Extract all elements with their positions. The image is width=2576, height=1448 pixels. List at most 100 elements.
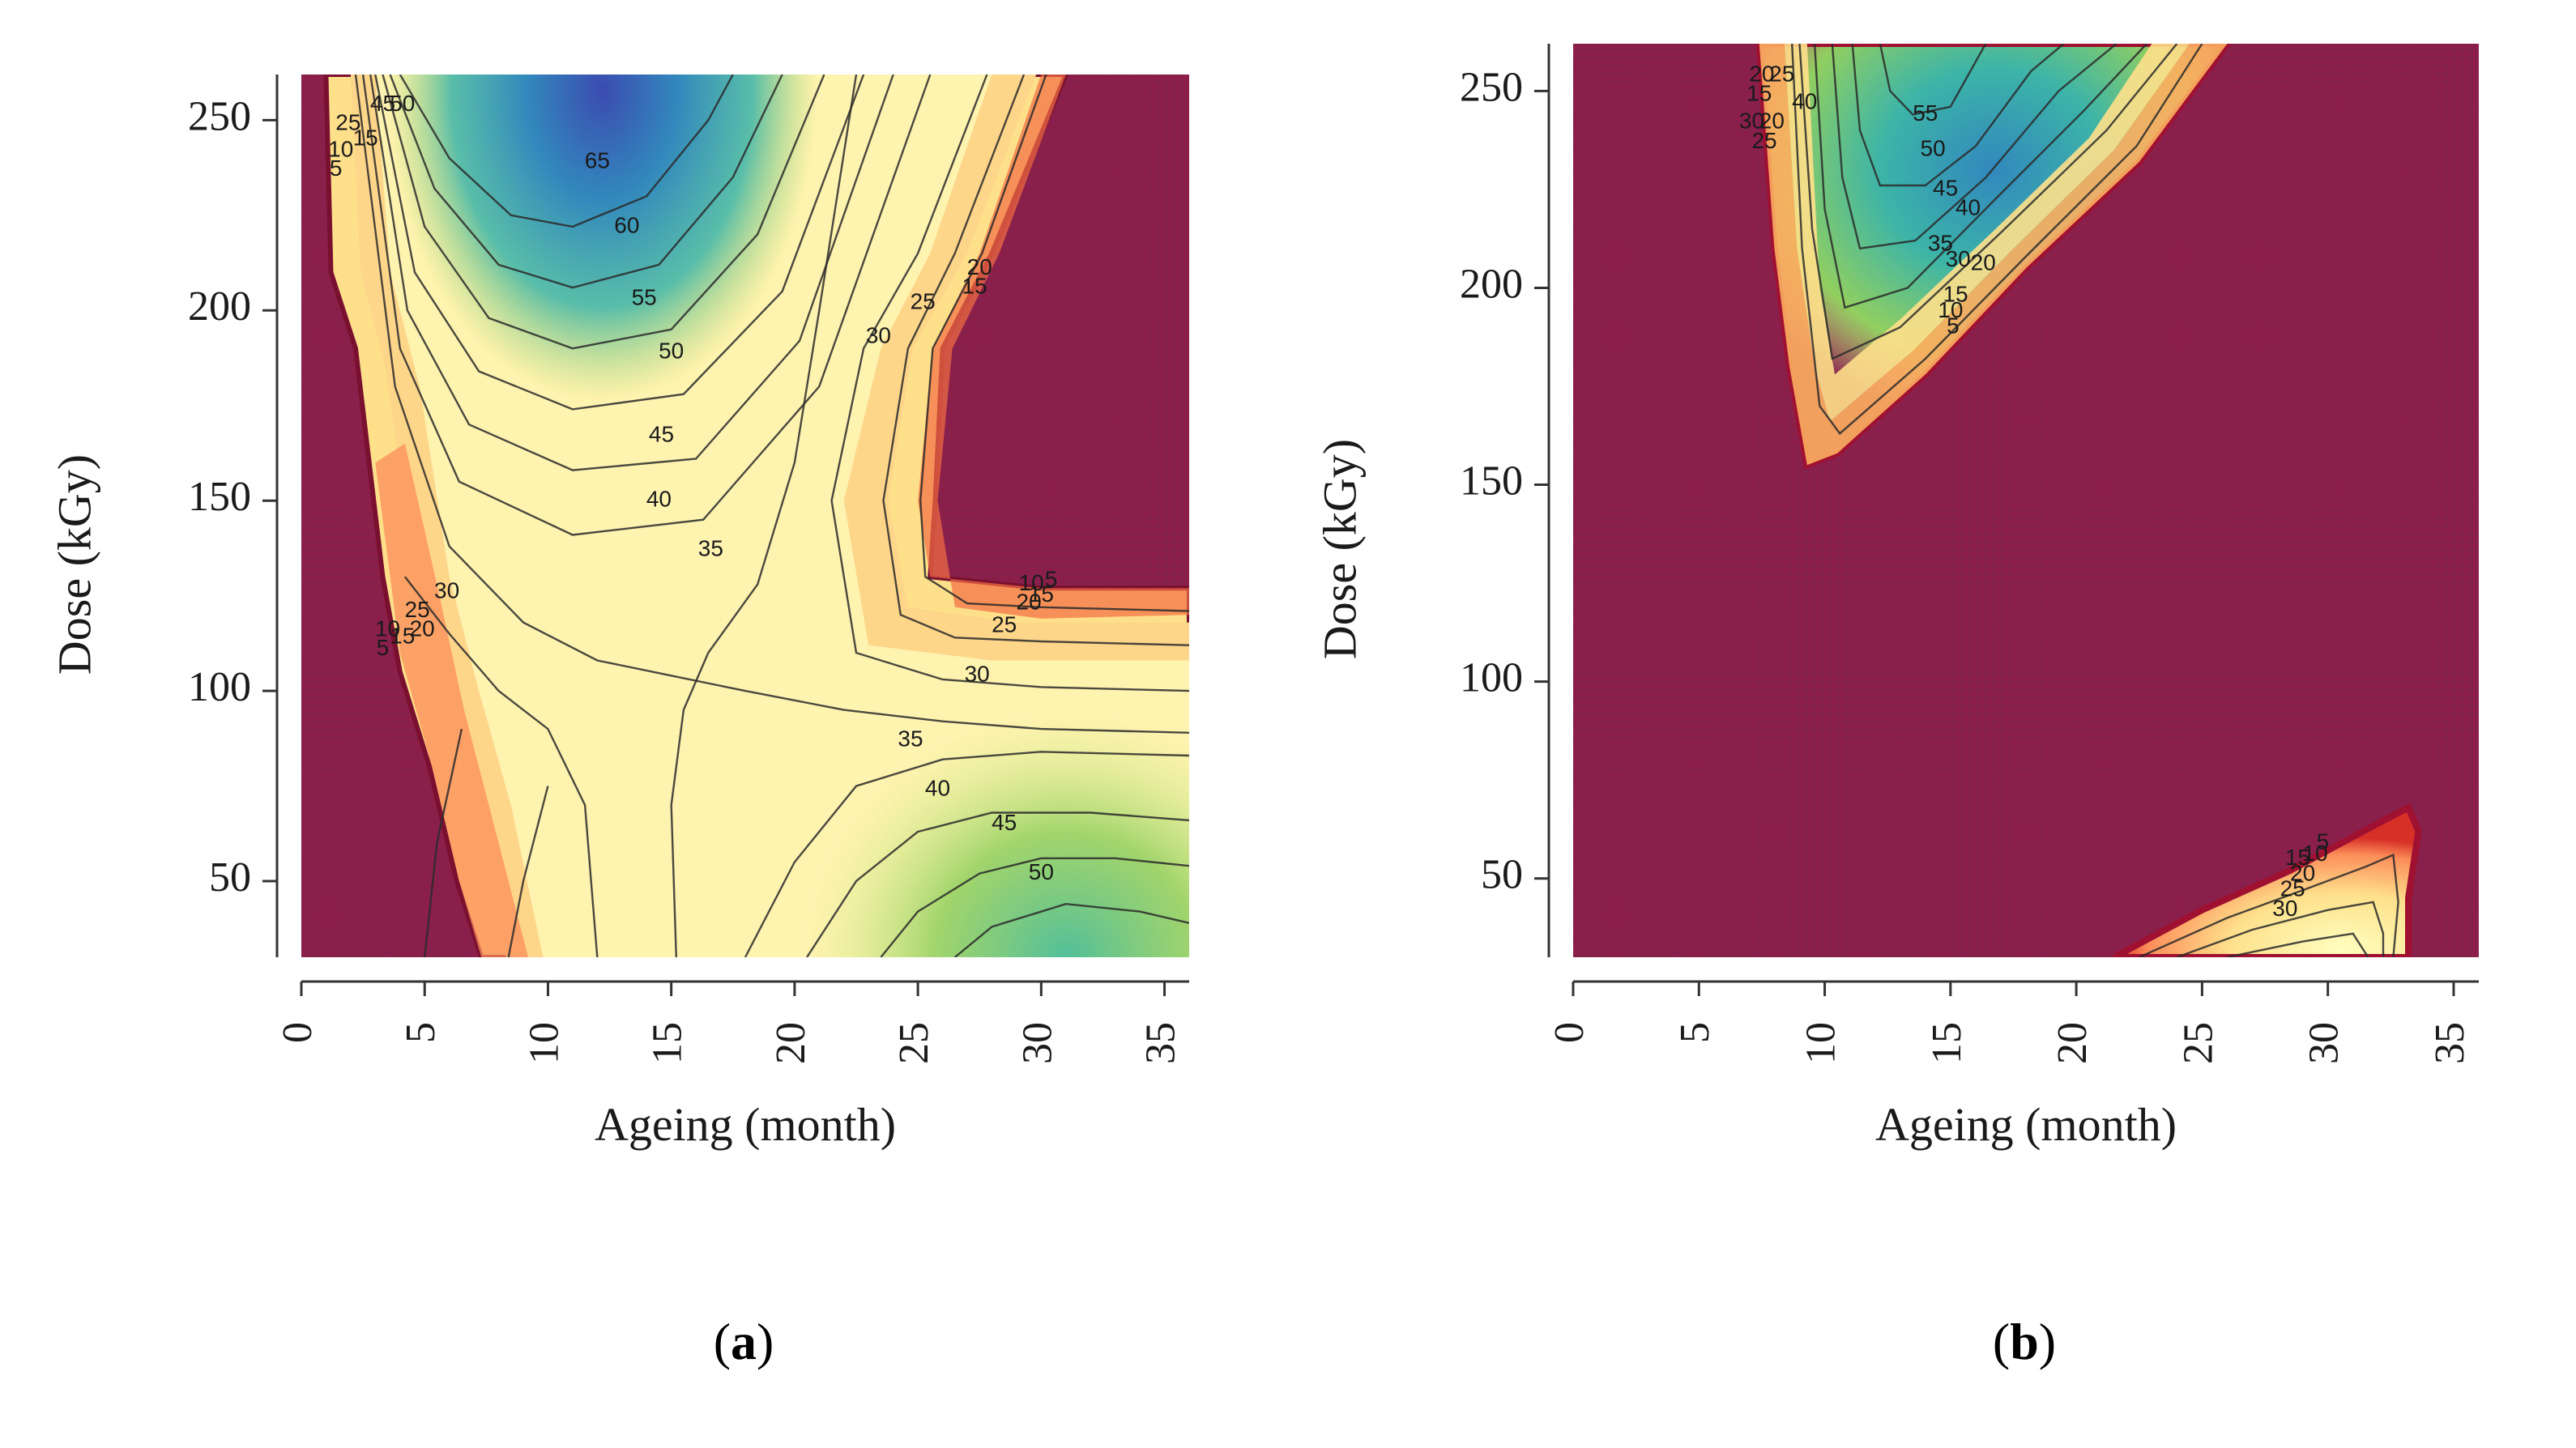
y-tick-label: 100 <box>188 664 251 710</box>
x-tick-label: 0 <box>275 1022 321 1043</box>
contour-line <box>670 75 858 957</box>
contour-label: 35 <box>1928 230 1953 255</box>
contour-line <box>424 728 463 957</box>
contour-label: 10 <box>2303 841 2328 866</box>
contour-label: 45 <box>370 91 395 116</box>
contour-label: 30 <box>965 662 990 687</box>
heatmap-field <box>301 75 1189 957</box>
contour-label: 45 <box>992 810 1017 835</box>
y-tick-label: 150 <box>188 474 251 520</box>
caption-letter: a <box>731 1313 757 1370</box>
contour-line <box>382 75 825 350</box>
contour-label: 10 <box>1938 297 1963 322</box>
contour-line <box>354 75 1189 734</box>
contour-label: 25 <box>2280 876 2305 901</box>
contour-line <box>830 75 1189 692</box>
contour-label: 30 <box>866 323 891 348</box>
contour-line <box>389 75 783 289</box>
y-tick-label: 250 <box>188 93 251 139</box>
heatmap-field <box>1573 44 2479 957</box>
x-tick-label: 30 <box>2301 1022 2348 1064</box>
y-tick-label: 250 <box>1460 64 1523 110</box>
contour-label: 5 <box>1045 566 1058 591</box>
contour-label: 50 <box>390 91 415 116</box>
contour-line <box>399 75 734 228</box>
contour-label: 25 <box>1769 61 1794 86</box>
contour-label: 5 <box>377 635 390 660</box>
contour-label: 25 <box>992 612 1017 637</box>
contour-line <box>1791 44 2203 436</box>
contour-line <box>919 75 1189 612</box>
y-tick-label: 200 <box>1460 261 1523 307</box>
contour-label: 35 <box>698 536 723 561</box>
contour-label: 10 <box>328 136 353 161</box>
contour-line <box>744 751 1189 957</box>
contour-label: 15 <box>1029 581 1054 607</box>
contour-label: 20 <box>1759 109 1785 134</box>
x-tick-label: 25 <box>2175 1022 2221 1064</box>
contour-line <box>361 75 932 536</box>
y-tick-label: 150 <box>1460 458 1523 504</box>
contour-label: 5 <box>2317 828 2330 854</box>
contour-label: 50 <box>659 338 684 363</box>
panel-caption: (b) <box>1993 1313 2056 1370</box>
y-tick-label: 200 <box>188 283 251 330</box>
contour-line <box>1798 44 2178 360</box>
contour-label: 20 <box>1749 61 1774 86</box>
contour-label: 15 <box>2285 845 2310 870</box>
caption-close: ) <box>2039 1313 2056 1370</box>
valid-region-lower <box>2112 803 2422 957</box>
x-axis-title: Ageing (month) <box>1875 1098 2177 1151</box>
contour-line <box>1813 44 2147 309</box>
contour-label: 20 <box>410 615 435 641</box>
contour-line <box>2227 932 2369 957</box>
contour-label: 65 <box>585 147 610 172</box>
contour-label: 20 <box>2290 860 2315 885</box>
contour-label: 10 <box>1019 570 1044 595</box>
contour-label: 50 <box>1029 859 1054 884</box>
contour-label: 5 <box>1947 313 1960 338</box>
x-tick-label: 5 <box>398 1022 444 1043</box>
panel-a: 6560555045403530252015302520151054550251… <box>48 75 1189 1370</box>
contour-label: 20 <box>1971 250 1996 275</box>
x-tick-label: 5 <box>1672 1022 1718 1043</box>
contour-line <box>1851 44 2065 187</box>
contour-label: 40 <box>1792 88 1817 113</box>
y-axis-title: Dose (kGy) <box>1313 439 1366 659</box>
x-tick-label: 35 <box>2427 1022 2473 1064</box>
contour-line <box>882 75 1189 646</box>
caption-close: ) <box>757 1313 774 1370</box>
contour-line <box>369 75 894 471</box>
contour-label: 50 <box>1921 136 1946 161</box>
contour-label: 60 <box>614 212 639 237</box>
contour-label: 25 <box>405 597 430 622</box>
edge-warm-upper <box>1759 44 2228 466</box>
contour-label: 20 <box>1017 589 1042 614</box>
contour-line <box>2176 901 2385 957</box>
x-axis-title: Ageing (month) <box>595 1098 896 1151</box>
x-tick-label: 10 <box>521 1022 567 1064</box>
x-tick-label: 15 <box>1924 1022 1970 1064</box>
y-tick-label: 50 <box>1481 852 1523 898</box>
contour-label: 55 <box>1913 100 1938 126</box>
contour-label: 5 <box>330 155 343 181</box>
contour-line <box>403 576 599 957</box>
contour-label: 30 <box>1739 109 1764 134</box>
x-tick-label: 25 <box>891 1022 937 1064</box>
band-light-upper <box>1784 44 2190 422</box>
x-tick-label: 10 <box>1798 1022 1844 1064</box>
edge-warm-left <box>375 443 529 957</box>
y-tick-label: 100 <box>1460 655 1523 701</box>
y-tick-label: 50 <box>209 854 251 901</box>
contour-line <box>806 811 1189 957</box>
contour-line <box>1831 44 2118 250</box>
contour-line <box>507 786 549 957</box>
x-tick-label: 30 <box>1014 1022 1060 1064</box>
contour-line <box>2139 853 2399 957</box>
contour-label: 55 <box>632 285 657 310</box>
caption-open: ( <box>1993 1313 2010 1370</box>
